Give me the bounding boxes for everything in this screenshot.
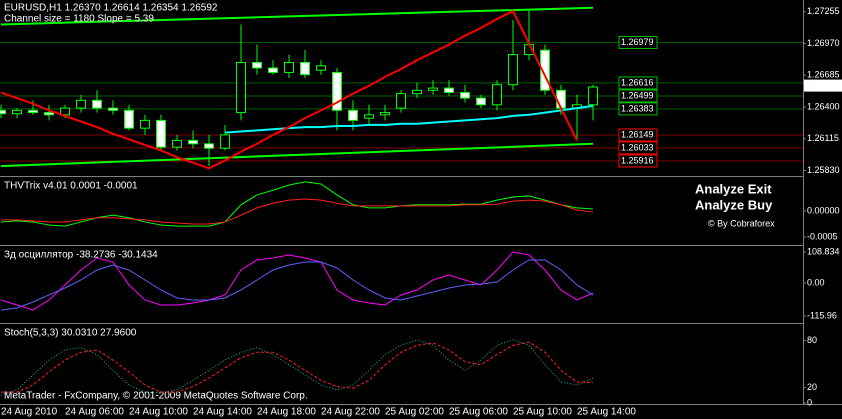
- level-label: 1.26033: [621, 142, 654, 152]
- candle-body: [204, 143, 214, 149]
- y-tick-label: 1.27255: [807, 6, 840, 16]
- footer: MetaTrader - FxCompany, © 2001-2009 Meta…: [4, 391, 308, 402]
- candle-body: [252, 61, 262, 69]
- candle-body: [108, 107, 118, 111]
- level-label: 1.26149: [621, 129, 654, 139]
- indicator-line: [0, 251, 594, 311]
- y-tick-label: 108.834: [807, 246, 840, 256]
- x-tick-label: 24 Aug 18:00: [257, 407, 316, 418]
- candle-body: [380, 112, 390, 116]
- current-price-label: 1.26592: [806, 80, 839, 90]
- level-label-box: [618, 128, 658, 142]
- x-tick-label: 25 Aug 06:00: [449, 407, 508, 418]
- level-label-box: [618, 141, 658, 155]
- indicator-line: [1, 341, 594, 393]
- x-tick-label: 24 Aug 06:00: [65, 407, 124, 418]
- panel-title: Зд осциллятор -38.2736 -30.1434: [4, 250, 158, 261]
- indicator-line: [0, 259, 594, 311]
- y-tick-label: -0.0005: [807, 231, 838, 241]
- level-label: 1.26383: [621, 103, 654, 113]
- candle-body: [316, 65, 326, 71]
- indicator-line: [224, 104, 594, 134]
- candle-body: [348, 109, 358, 121]
- x-tick-label: 24 Aug 10:00: [129, 407, 188, 418]
- y-tick-label: 1.25830: [807, 165, 840, 175]
- y-tick-label: 1.26685: [807, 70, 840, 80]
- x-tick-label: 25 Aug 10:00: [513, 407, 572, 418]
- x-tick-label: 25 Aug 02:00: [385, 407, 444, 418]
- candle-body: [60, 107, 70, 116]
- y-tick-label: 0.00000: [807, 205, 840, 215]
- candle-body: [476, 97, 486, 106]
- annotation: © By Cobraforex: [708, 218, 775, 228]
- candle-body: [28, 109, 38, 114]
- candle-body: [12, 109, 22, 115]
- candle-body: [332, 71, 342, 111]
- x-tick-label: 25 Aug 14:00: [577, 407, 636, 418]
- y-tick-label: 0.00: [807, 277, 825, 287]
- level-label-box: [618, 76, 658, 90]
- panel-title: Stoch(5,3,3) 30.0310 27.9600: [4, 328, 137, 339]
- candle-body: [188, 139, 198, 145]
- candle-body: [124, 109, 134, 129]
- y-tick-label: 1.26115: [807, 133, 839, 143]
- candle-body: [140, 119, 150, 129]
- indicator-line: [1, 198, 594, 225]
- candle-body: [284, 61, 294, 73]
- candle-body: [236, 61, 246, 114]
- candle-body: [364, 114, 374, 119]
- level-label: 1.26979: [621, 37, 654, 47]
- y-tick-label: 0: [807, 397, 812, 407]
- level-label-box: [618, 102, 658, 116]
- y-tick-label: 1.26400: [807, 101, 840, 111]
- candle-body: [428, 87, 438, 91]
- current-price-box: [804, 79, 842, 92]
- candle-body: [300, 61, 310, 76]
- annotation: Analyze Buy: [695, 197, 773, 212]
- candle-body: [92, 99, 102, 109]
- annotation: Analyze Exit: [695, 181, 772, 196]
- candle-body: [556, 89, 566, 109]
- panel-title: EURUSD,H1 1.26370 1.26614 1.26354 1.2659…: [4, 3, 218, 14]
- y-tick-label: 20: [807, 382, 817, 392]
- candle-body: [460, 92, 470, 99]
- channel-line: [0, 142, 594, 168]
- indicator-line: [0, 339, 594, 396]
- level-label: 1.25916: [621, 155, 654, 165]
- candle-body: [220, 134, 230, 149]
- candle-body: [268, 67, 278, 73]
- level-label: 1.26499: [621, 90, 654, 100]
- level-label: 1.26616: [621, 77, 654, 87]
- panel-subtitle: Channel size = 1180 Slope = 5.39: [4, 14, 154, 25]
- candle-body: [540, 49, 550, 91]
- y-tick-label: -115.96: [807, 310, 837, 320]
- y-tick-label: 80: [807, 335, 817, 345]
- candle-body: [444, 87, 454, 94]
- candle-body: [156, 119, 166, 148]
- channel-line: [0, 6, 594, 26]
- level-label-box: [618, 89, 658, 103]
- candle-body: [508, 54, 518, 86]
- candle-body: [412, 89, 422, 95]
- candle-body: [588, 86, 598, 106]
- x-tick-label: 24 Aug 22:00: [321, 407, 380, 418]
- candle-body: [396, 93, 406, 109]
- level-label-box: [618, 154, 658, 168]
- candle-body: [76, 99, 86, 109]
- candle-body: [172, 139, 182, 148]
- level-label-box: [618, 35, 658, 49]
- x-tick-label: 24 Aug 14:00: [193, 407, 252, 418]
- panel-title: THVTrix v4.01 0.0001 -0.0001: [4, 181, 138, 192]
- candle-body: [492, 84, 502, 106]
- y-tick-label: 1.26970: [807, 38, 840, 48]
- candle-body: [44, 112, 54, 116]
- x-tick-label: 24 Aug 2010: [1, 407, 58, 418]
- candle-body: [0, 109, 6, 115]
- indicator-line: [0, 9, 578, 170]
